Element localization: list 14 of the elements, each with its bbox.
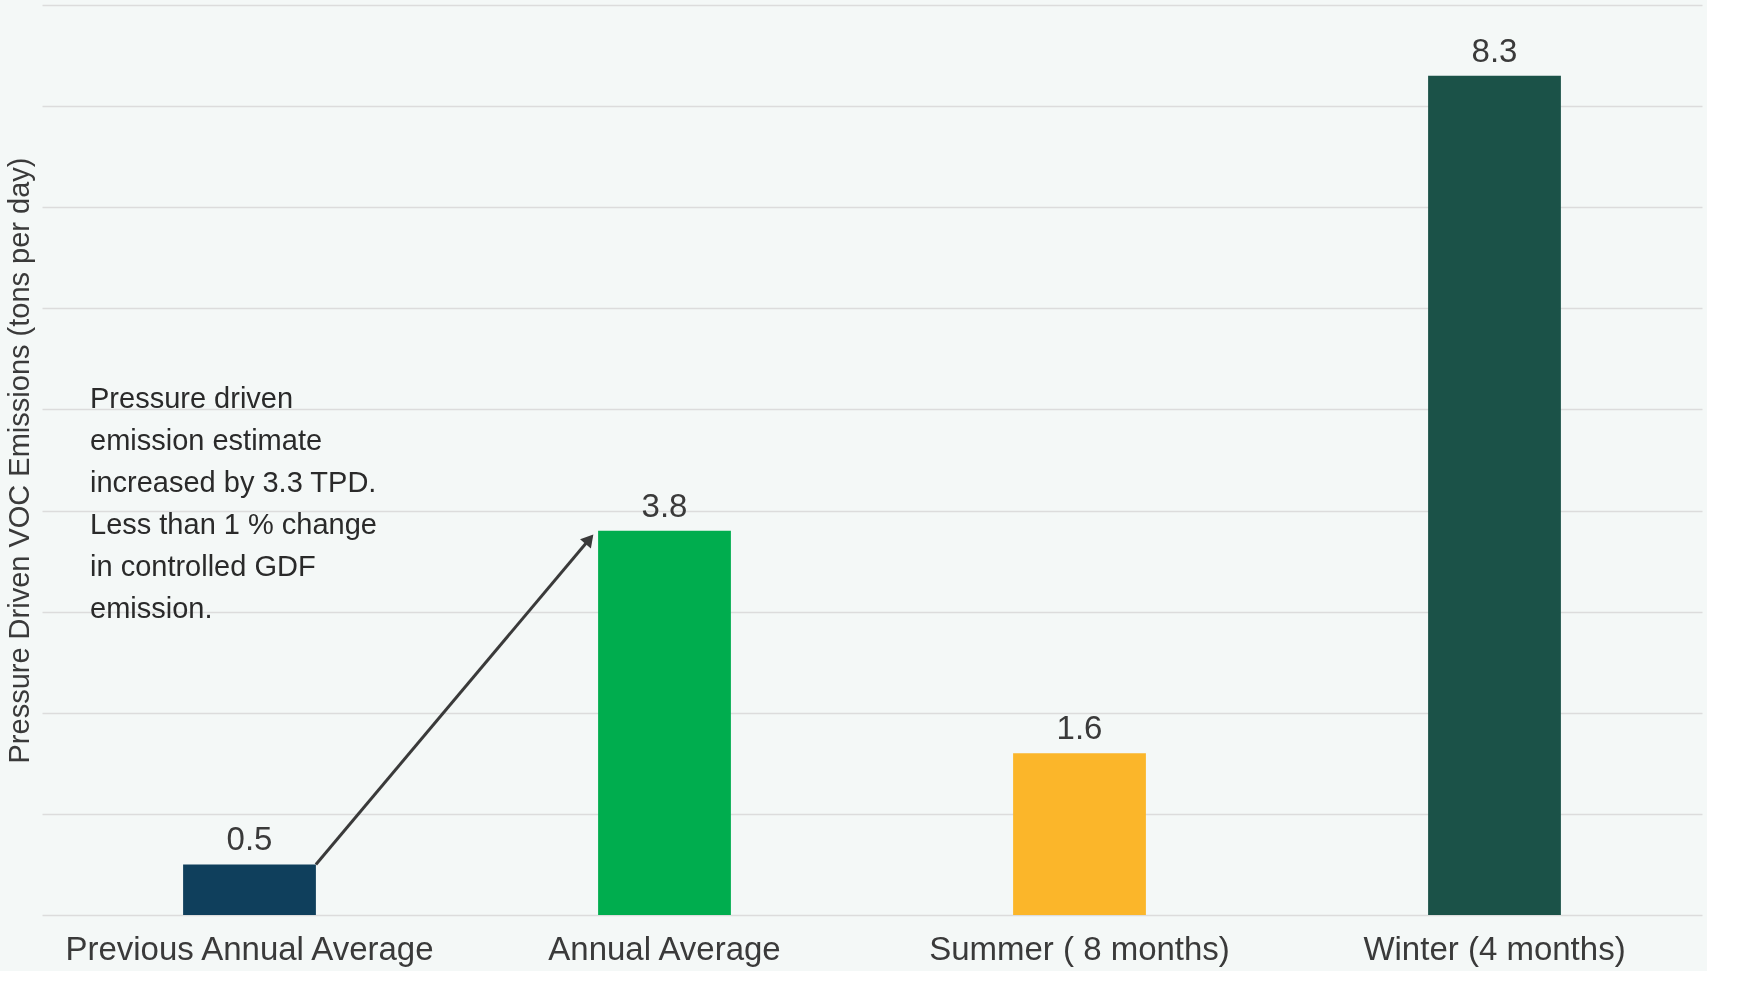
data-label: 3.8 — [641, 486, 688, 524]
x-tick-label: Previous Annual Average — [65, 929, 434, 967]
annotation: Pressure driven emission estimate increased by 3.3 TPD. Less than 1 % change in controlled GDF emission. — [90, 382, 377, 624]
x-tick-label: Annual Average — [548, 929, 781, 967]
x-tick-label: Summer ( 8 months) — [929, 929, 1230, 967]
bar — [183, 864, 316, 915]
x-tick-label: Winter (4 months) — [1363, 929, 1626, 967]
data-label: 8.3 — [1471, 31, 1518, 69]
bar — [598, 530, 731, 915]
data-label: 1.6 — [1056, 709, 1103, 747]
bar — [1428, 75, 1561, 915]
bar — [1013, 753, 1146, 915]
data-label: 0.5 — [226, 820, 273, 858]
y-axis-title: Pressure Driven VOC Emissions (tons per day) — [2, 157, 35, 764]
